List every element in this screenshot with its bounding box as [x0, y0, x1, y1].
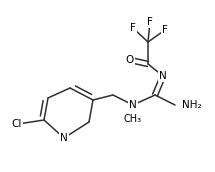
- Text: Cl: Cl: [12, 119, 22, 129]
- Text: CH₃: CH₃: [124, 114, 142, 124]
- Text: O: O: [126, 55, 134, 65]
- Text: N: N: [159, 71, 167, 81]
- Text: F: F: [162, 25, 168, 35]
- Text: N: N: [60, 133, 68, 143]
- Text: NH₂: NH₂: [182, 100, 202, 110]
- Text: F: F: [147, 17, 153, 27]
- Text: N: N: [129, 100, 137, 110]
- Text: F: F: [130, 23, 136, 33]
